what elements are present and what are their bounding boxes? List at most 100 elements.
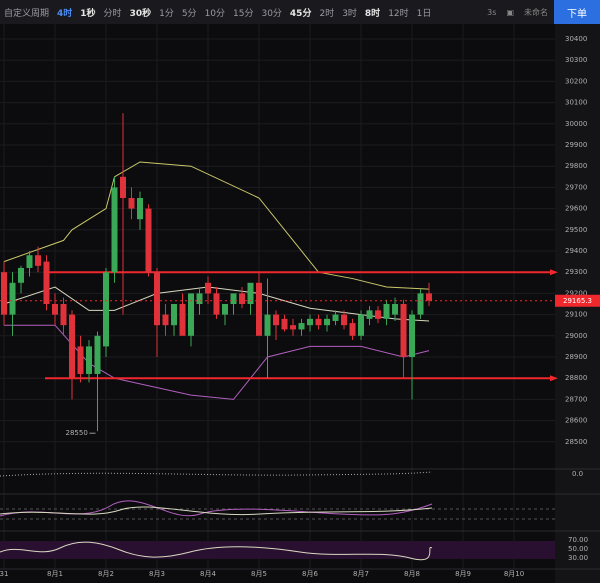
y-tick-label: 30300 <box>565 56 587 64</box>
candle-body <box>417 293 424 315</box>
candle-body <box>273 314 280 326</box>
candle-body <box>94 335 101 374</box>
rsi-line <box>0 541 433 561</box>
candle-body <box>43 261 50 304</box>
candle-body <box>205 282 212 294</box>
candle-body <box>154 272 161 326</box>
candle-body <box>188 293 195 336</box>
y-tick-label: 30000 <box>565 120 587 128</box>
x-tick-label: 8月5 <box>251 570 267 578</box>
period-button[interactable]: 自定义周期 <box>4 8 50 19</box>
period-button[interactable]: 5分 <box>181 8 197 19</box>
candle-body <box>60 303 67 326</box>
x-tick-label: 8月1 <box>47 570 63 578</box>
period-button[interactable]: 1日 <box>416 8 432 19</box>
candle-body <box>383 303 390 319</box>
y-tick-label: 30100 <box>565 99 587 107</box>
period-button[interactable]: 1分 <box>159 8 174 19</box>
y-tick-label: 29200 <box>565 289 587 297</box>
rsi-tick-label: 50.00 <box>568 545 588 553</box>
candle-body <box>128 197 135 209</box>
candle-body <box>230 293 237 304</box>
candle-body <box>171 303 178 326</box>
period-button[interactable]: 8时 <box>364 8 381 19</box>
period-button[interactable]: 45分 <box>289 8 312 19</box>
candle-body <box>392 303 399 315</box>
candle-body <box>281 318 288 330</box>
volume-tick-label: 0.0 <box>572 470 583 478</box>
period-button[interactable]: 30秒 <box>129 8 152 19</box>
candle-body <box>86 346 93 374</box>
candle-body <box>196 293 203 304</box>
candle-body <box>349 323 356 336</box>
y-tick-label: 29500 <box>565 226 587 234</box>
candle-body <box>222 303 229 315</box>
candle-body <box>145 208 152 273</box>
candle-body <box>9 282 16 315</box>
candle-body <box>400 303 407 357</box>
y-tick-label: 28500 <box>565 438 587 446</box>
order-button[interactable]: 下单 <box>554 0 600 24</box>
candle-body <box>332 314 339 321</box>
x-tick-label: 8月3 <box>149 570 165 578</box>
candle-body <box>375 310 382 319</box>
candle-body <box>77 346 84 374</box>
period-button[interactable]: 30分 <box>261 8 282 19</box>
candle-body <box>324 318 331 326</box>
y-tick-label: 30200 <box>565 77 587 85</box>
candle-body <box>0 272 7 315</box>
period-button[interactable]: 1秒 <box>80 8 96 19</box>
candle-body <box>68 314 75 379</box>
candle-body <box>26 255 33 268</box>
y-tick-label: 29300 <box>565 268 587 276</box>
candle-body <box>256 282 263 336</box>
level-arrow <box>550 269 558 276</box>
x-tick-label: 8月6 <box>302 570 318 578</box>
layout-name[interactable]: 未命名 <box>524 7 548 17</box>
level-arrow <box>550 375 558 382</box>
candle-body <box>51 303 58 315</box>
y-tick-label: 29700 <box>565 183 587 191</box>
y-tick-label: 28900 <box>565 353 587 361</box>
x-tick-label: 8月2 <box>98 570 114 578</box>
candle-body <box>213 293 220 315</box>
period-button[interactable]: 2时 <box>319 8 335 19</box>
candle-body <box>409 314 416 357</box>
period-button[interactable]: 4时 <box>57 8 73 19</box>
y-tick-label: 29900 <box>565 141 587 149</box>
period-button[interactable]: 15分 <box>233 8 254 19</box>
candle-body <box>239 293 246 304</box>
x-tick-label: 31 <box>0 570 8 578</box>
toolbar: 自定义周期 4时 1秒 分时 30秒 1分 5分 10分 15分 30分 45分 2时 3时 8时 12时 1… <box>0 0 600 24</box>
candle-body <box>103 272 110 347</box>
candle-body <box>247 282 254 304</box>
y-tick-label: 30400 <box>565 35 587 43</box>
period-button[interactable]: 分时 <box>103 8 122 19</box>
y-tick-label: 28700 <box>565 395 587 403</box>
last-price-label: 29165.3 <box>563 297 592 305</box>
candle-body <box>34 255 41 266</box>
bollinger-band <box>3 161 430 290</box>
camera-icon[interactable]: ▣ <box>506 7 514 17</box>
candle-body <box>366 310 373 319</box>
candle-body <box>341 314 348 326</box>
candle-body <box>358 314 365 336</box>
candle-body <box>307 318 314 326</box>
period-button[interactable]: 3时 <box>342 8 357 19</box>
candle-body <box>111 187 118 273</box>
rsi-zone <box>0 541 555 559</box>
candle-body <box>315 318 322 326</box>
candle-body <box>290 325 297 330</box>
x-tick-label: 8月7 <box>353 570 369 578</box>
period-button[interactable]: 10分 <box>204 8 226 19</box>
period-button[interactable]: 12时 <box>388 8 409 19</box>
y-tick-label: 29100 <box>565 311 587 319</box>
y-tick-label: 28800 <box>565 374 587 382</box>
refresh-rate[interactable]: 3s <box>487 7 497 17</box>
y-tick-label: 29600 <box>565 205 587 213</box>
toolbar-right: 3s ▣ 未命名 <box>487 0 548 24</box>
chart: 30400 30300 30200 30100 30000 29900 29800 29700… <box>0 24 600 583</box>
candle-body <box>120 176 127 198</box>
x-tick-label: 8月10 <box>504 570 524 578</box>
